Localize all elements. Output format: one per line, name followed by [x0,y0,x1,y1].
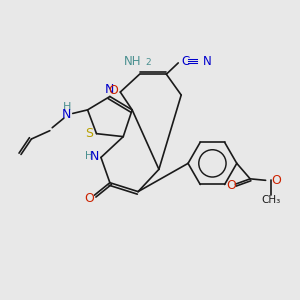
Text: 2: 2 [145,58,151,68]
Text: O: O [271,174,281,187]
Text: C: C [182,55,190,68]
Text: N: N [105,83,115,97]
Text: O: O [108,84,118,97]
Text: CH₃: CH₃ [261,195,280,205]
Text: N: N [90,150,99,163]
Text: N: N [62,108,71,121]
Text: O: O [226,179,236,193]
Text: O: O [84,192,94,205]
Text: N: N [202,55,211,68]
Text: S: S [85,127,93,140]
Text: H: H [63,103,71,112]
Text: H: H [85,151,92,161]
Text: NH: NH [124,55,142,68]
